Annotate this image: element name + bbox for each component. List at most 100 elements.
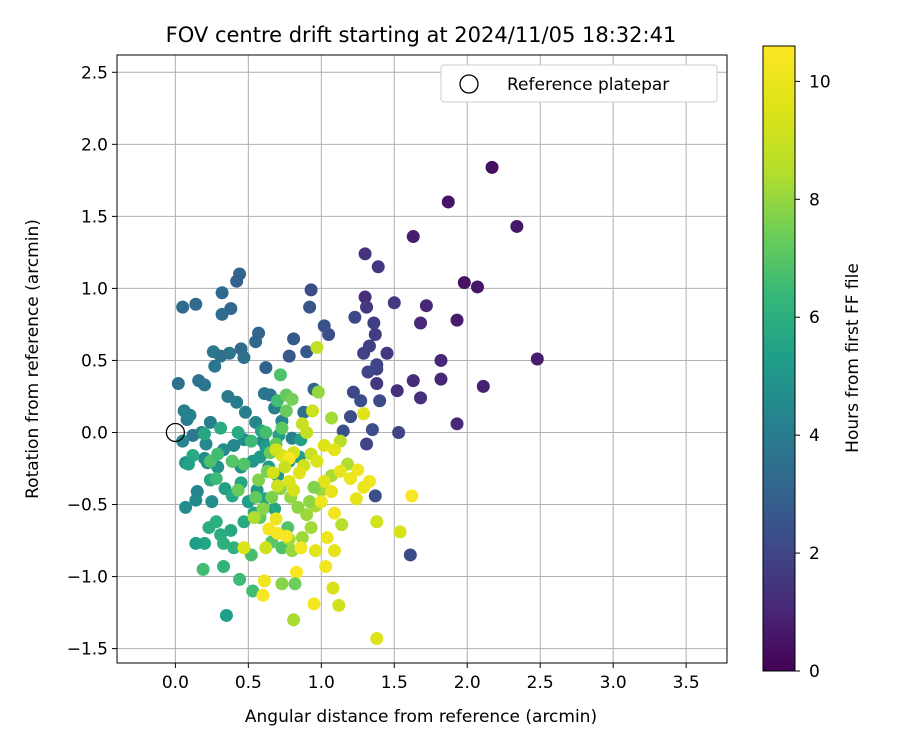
scatter-point [310, 454, 324, 468]
scatter-point [190, 485, 204, 499]
scatter-point [343, 410, 357, 424]
scatter-point [310, 340, 324, 354]
y-axis-ticks: −1.5 −1.0 −0.5 0.0 0.5 1.0 1.5 2.0 2.5 [67, 63, 117, 660]
scatter-point [231, 425, 245, 439]
scatter-point [291, 500, 305, 514]
x-tick-label: 0.5 [235, 673, 262, 693]
scatter-point [325, 485, 339, 499]
y-tick-label: 1.0 [81, 279, 108, 299]
scatter-point [231, 483, 245, 497]
colorbar-gradient [762, 45, 796, 672]
scatter-point [335, 518, 349, 532]
scatter-point [414, 316, 428, 330]
colorbar-tick-label: 4 [809, 426, 820, 446]
scatter-point [373, 394, 387, 408]
scatter-point [300, 345, 314, 359]
scatter-point [370, 515, 384, 529]
scatter-point [368, 328, 382, 342]
scatter-point [450, 417, 464, 431]
scatter-point [205, 495, 219, 509]
scatter-point [176, 300, 190, 314]
scatter-point [285, 392, 299, 406]
scatter-point [380, 346, 394, 360]
scatter-point [287, 332, 301, 346]
scatter-point [360, 300, 374, 314]
scatter-point [237, 457, 251, 471]
scatter-point [370, 632, 384, 646]
scatter-point [307, 480, 321, 494]
y-tick-label: 2.0 [81, 135, 108, 155]
scatter-point [227, 541, 241, 555]
scatter-point [307, 597, 321, 611]
scatter-point [365, 423, 379, 437]
scatter-point [387, 296, 401, 310]
x-tick-label: 2.5 [527, 673, 554, 693]
x-tick-label: 0.0 [162, 673, 189, 693]
scatter-point [289, 565, 303, 579]
y-tick-label: 2.5 [81, 63, 108, 83]
scatter-point [390, 384, 404, 398]
colorbar-tick-label: 10 [809, 72, 831, 92]
scatter-point [269, 443, 283, 457]
scatter-point [368, 489, 382, 503]
y-tick-label: 0.5 [81, 351, 108, 371]
scatter-point [354, 394, 368, 408]
scatter-point [450, 313, 464, 327]
scatter-point [209, 515, 223, 529]
scatter-point [360, 437, 374, 451]
scatter-point [268, 502, 282, 516]
scatter-point [295, 531, 309, 545]
scatter-point [370, 376, 384, 390]
scatter-point [406, 374, 420, 388]
scatter-point [392, 425, 406, 439]
scatter-point [257, 574, 271, 588]
scatter-point [434, 353, 448, 367]
scatter-point [358, 290, 372, 304]
legend: Reference platepar [440, 64, 718, 103]
scatter-point [351, 463, 365, 477]
scatter-point [273, 368, 287, 382]
scatter-point [357, 407, 371, 421]
scatter-point [266, 466, 280, 480]
legend-label: Reference platepar [507, 75, 669, 95]
scatter-point [209, 472, 223, 486]
scatter-point [217, 536, 231, 550]
scatter-point [346, 385, 360, 399]
scatter-point [327, 544, 341, 558]
y-tick-label: 0.0 [81, 423, 108, 443]
scatter-point [367, 316, 381, 330]
scatter-point [370, 358, 384, 372]
scatter-point [314, 495, 328, 509]
x-axis-label: Angular distance from reference (arcmin) [245, 707, 597, 727]
scatter-point [419, 299, 433, 313]
scatter-point [303, 300, 317, 314]
scatter-point [304, 283, 318, 297]
scatter-point [206, 345, 220, 359]
scatter-point [287, 483, 301, 497]
scatter-point [457, 276, 471, 290]
scatter-point [317, 438, 331, 452]
scatter-point [292, 466, 306, 480]
scatter-point [275, 421, 289, 435]
scatter-point [238, 405, 252, 419]
scatter-point [300, 508, 314, 522]
scatter-point [219, 608, 233, 622]
scatter-point [405, 489, 419, 503]
scatter-point [343, 472, 357, 486]
scatter-point [349, 492, 363, 506]
grid-lines [117, 55, 727, 663]
scatter-point [183, 408, 197, 422]
scatter-point [294, 541, 308, 555]
plot-frame [116, 54, 728, 664]
scatter-point [403, 548, 417, 562]
scatter-point [230, 395, 244, 409]
scatter-point [282, 349, 296, 363]
scatter-point [530, 352, 544, 366]
scatter-point [414, 391, 428, 405]
colorbar-tick-label: 2 [809, 544, 820, 564]
scatter-point [196, 562, 210, 576]
y-tick-label: 1.5 [81, 207, 108, 227]
scatter-point [269, 512, 283, 526]
reference-platepar-marker [165, 422, 186, 443]
scatter-point [348, 310, 362, 324]
